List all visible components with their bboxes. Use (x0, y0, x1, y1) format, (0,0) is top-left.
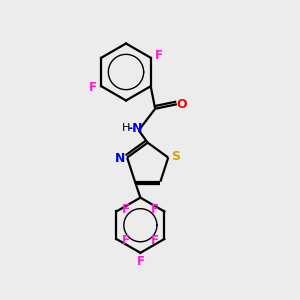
Text: F: F (89, 81, 97, 94)
Text: -N: -N (127, 122, 143, 135)
Text: F: F (151, 203, 159, 216)
Text: F: F (151, 234, 159, 247)
Text: F: F (122, 234, 130, 247)
Text: F: F (155, 49, 163, 62)
Text: O: O (177, 98, 188, 111)
Text: H: H (122, 123, 130, 133)
Text: F: F (136, 255, 144, 268)
Text: S: S (171, 150, 180, 163)
Text: N: N (115, 152, 125, 165)
Text: F: F (122, 203, 130, 216)
